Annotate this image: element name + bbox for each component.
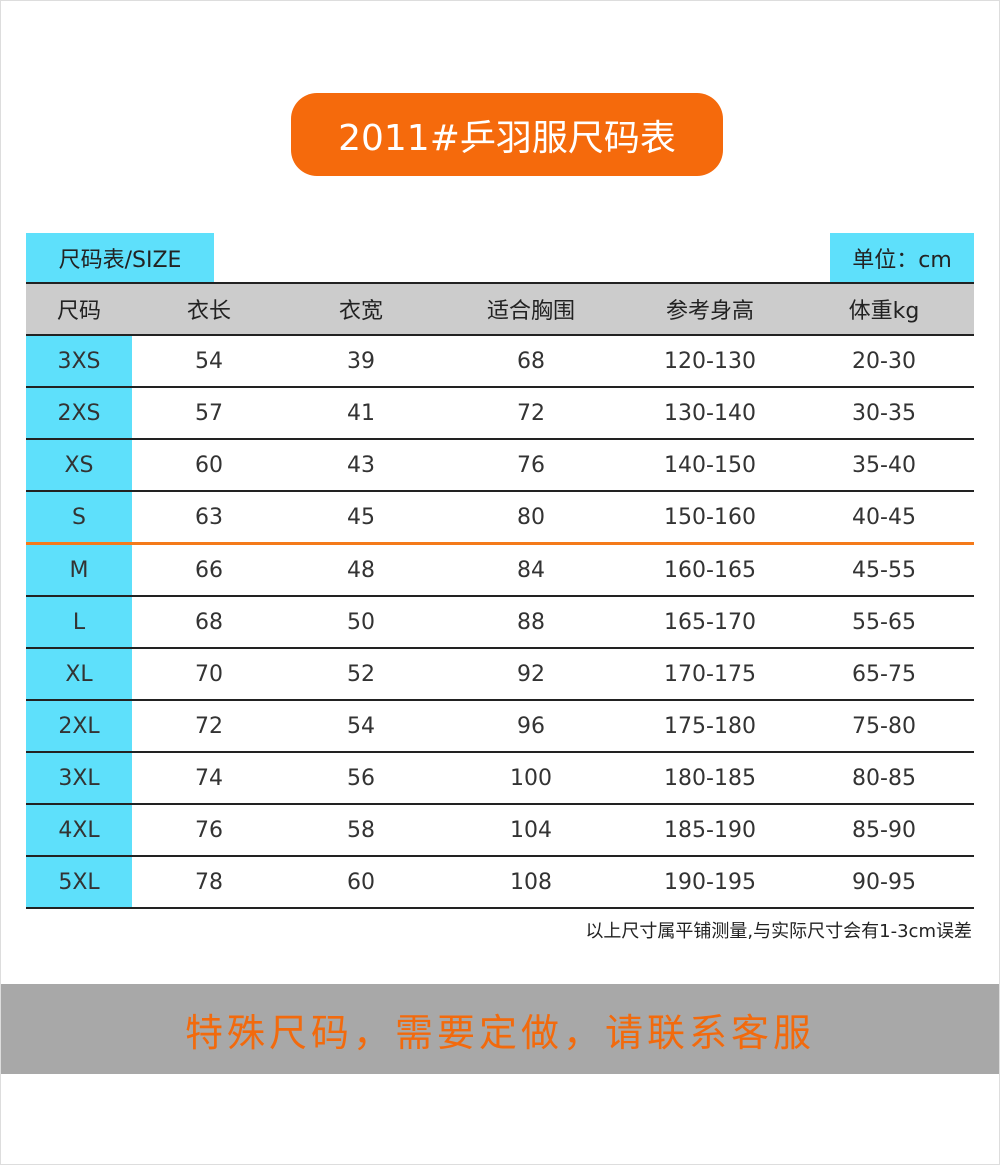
table-row: 3XS 54 39 68 120-130 20-30 <box>26 334 974 386</box>
table-row: XL 70 52 92 170-175 65-75 <box>26 647 974 699</box>
value-cell: 68 <box>195 609 223 635</box>
value-cell: 160-165 <box>664 557 756 583</box>
value-cell: 58 <box>347 817 375 843</box>
value-cell: 108 <box>510 869 552 895</box>
value-cell: 130-140 <box>664 400 756 426</box>
table-row: L 68 50 88 165-170 55-65 <box>26 595 974 647</box>
table-row: 5XL 78 60 108 190-195 90-95 <box>26 855 974 909</box>
table-header: 尺码 衣长 衣宽 适合胸围 参考身高 体重kg <box>26 282 974 334</box>
custom-size-banner: 特殊尺码，需要定做，请联系客服 <box>1 984 999 1074</box>
value-cell: 30-35 <box>852 400 916 426</box>
value-cell: 170-175 <box>664 661 756 687</box>
size-cell: M <box>26 545 132 595</box>
value-cell: 63 <box>195 504 223 530</box>
value-cell: 65-75 <box>852 661 916 687</box>
table-row: XS 60 43 76 140-150 35-40 <box>26 438 974 490</box>
value-cell: 35-40 <box>852 452 916 478</box>
value-cell: 72 <box>517 400 545 426</box>
value-cell: 88 <box>517 609 545 635</box>
value-cell: 96 <box>517 713 545 739</box>
header-cell: 体重kg <box>848 299 920 324</box>
value-cell: 20-30 <box>852 348 916 374</box>
value-cell: 45 <box>347 504 375 530</box>
table-row: M 66 48 84 160-165 45-55 <box>26 542 974 595</box>
value-cell: 74 <box>195 765 223 791</box>
value-cell: 39 <box>347 348 375 374</box>
value-cell: 60 <box>347 869 375 895</box>
size-table: 尺码 衣长 衣宽 适合胸围 参考身高 体重kg 3XS 54 39 68 120-130… <box>26 282 974 909</box>
header-cell: 衣长 <box>186 299 231 324</box>
table-row: S 63 45 80 150-160 40-45 <box>26 490 974 542</box>
value-cell: 72 <box>195 713 223 739</box>
value-cell: 85-90 <box>852 817 916 843</box>
header-cell: 衣宽 <box>338 299 383 324</box>
table-row: 2XS 57 41 72 130-140 30-35 <box>26 386 974 438</box>
header-cell: 参考身高 <box>665 299 754 324</box>
size-cell: 2XL <box>26 701 132 751</box>
value-cell: 52 <box>347 661 375 687</box>
value-cell: 43 <box>347 452 375 478</box>
value-cell: 45-55 <box>852 557 916 583</box>
unit-tag: 单位：cm <box>830 233 974 282</box>
table-row: 2XL 72 54 96 175-180 75-80 <box>26 699 974 751</box>
size-cell: 4XL <box>26 805 132 855</box>
value-cell: 55-65 <box>852 609 916 635</box>
value-cell: 80 <box>517 504 545 530</box>
value-cell: 165-170 <box>664 609 756 635</box>
size-cell: XS <box>26 440 132 490</box>
value-cell: 92 <box>517 661 545 687</box>
size-cell: XL <box>26 649 132 699</box>
value-cell: 66 <box>195 557 223 583</box>
value-cell: 84 <box>517 557 545 583</box>
measurement-note: 以上尺寸属平铺测量,与实际尺寸会有1-3cm误差 <box>585 921 972 942</box>
value-cell: 150-160 <box>664 504 756 530</box>
header-cell: 适合胸围 <box>486 299 575 324</box>
value-cell: 140-150 <box>664 452 756 478</box>
size-cell: 5XL <box>26 857 132 907</box>
value-cell: 56 <box>347 765 375 791</box>
value-cell: 40-45 <box>852 504 916 530</box>
value-cell: 76 <box>195 817 223 843</box>
value-cell: 48 <box>347 557 375 583</box>
value-cell: 41 <box>347 400 375 426</box>
value-cell: 175-180 <box>664 713 756 739</box>
value-cell: 68 <box>517 348 545 374</box>
value-cell: 70 <box>195 661 223 687</box>
value-cell: 120-130 <box>664 348 756 374</box>
value-cell: 76 <box>517 452 545 478</box>
value-cell: 185-190 <box>664 817 756 843</box>
value-cell: 54 <box>347 713 375 739</box>
value-cell: 100 <box>510 765 552 791</box>
size-cell: S <box>26 492 132 542</box>
value-cell: 75-80 <box>852 713 916 739</box>
size-cell: 3XS <box>26 336 132 386</box>
table-row: 3XL 74 56 100 180-185 80-85 <box>26 751 974 803</box>
value-cell: 90-95 <box>852 869 916 895</box>
header-cell: 尺码 <box>56 299 101 324</box>
value-cell: 50 <box>347 609 375 635</box>
size-cell: 3XL <box>26 753 132 803</box>
value-cell: 78 <box>195 869 223 895</box>
value-cell: 57 <box>195 400 223 426</box>
page-title: 2011#乒羽服尺码表 <box>291 93 723 176</box>
size-tag: 尺码表/SIZE <box>26 233 214 282</box>
value-cell: 54 <box>195 348 223 374</box>
value-cell: 80-85 <box>852 765 916 791</box>
value-cell: 60 <box>195 452 223 478</box>
size-cell: 2XS <box>26 388 132 438</box>
value-cell: 180-185 <box>664 765 756 791</box>
value-cell: 190-195 <box>664 869 756 895</box>
size-cell: L <box>26 597 132 647</box>
table-row: 4XL 76 58 104 185-190 85-90 <box>26 803 974 855</box>
value-cell: 104 <box>510 817 552 843</box>
